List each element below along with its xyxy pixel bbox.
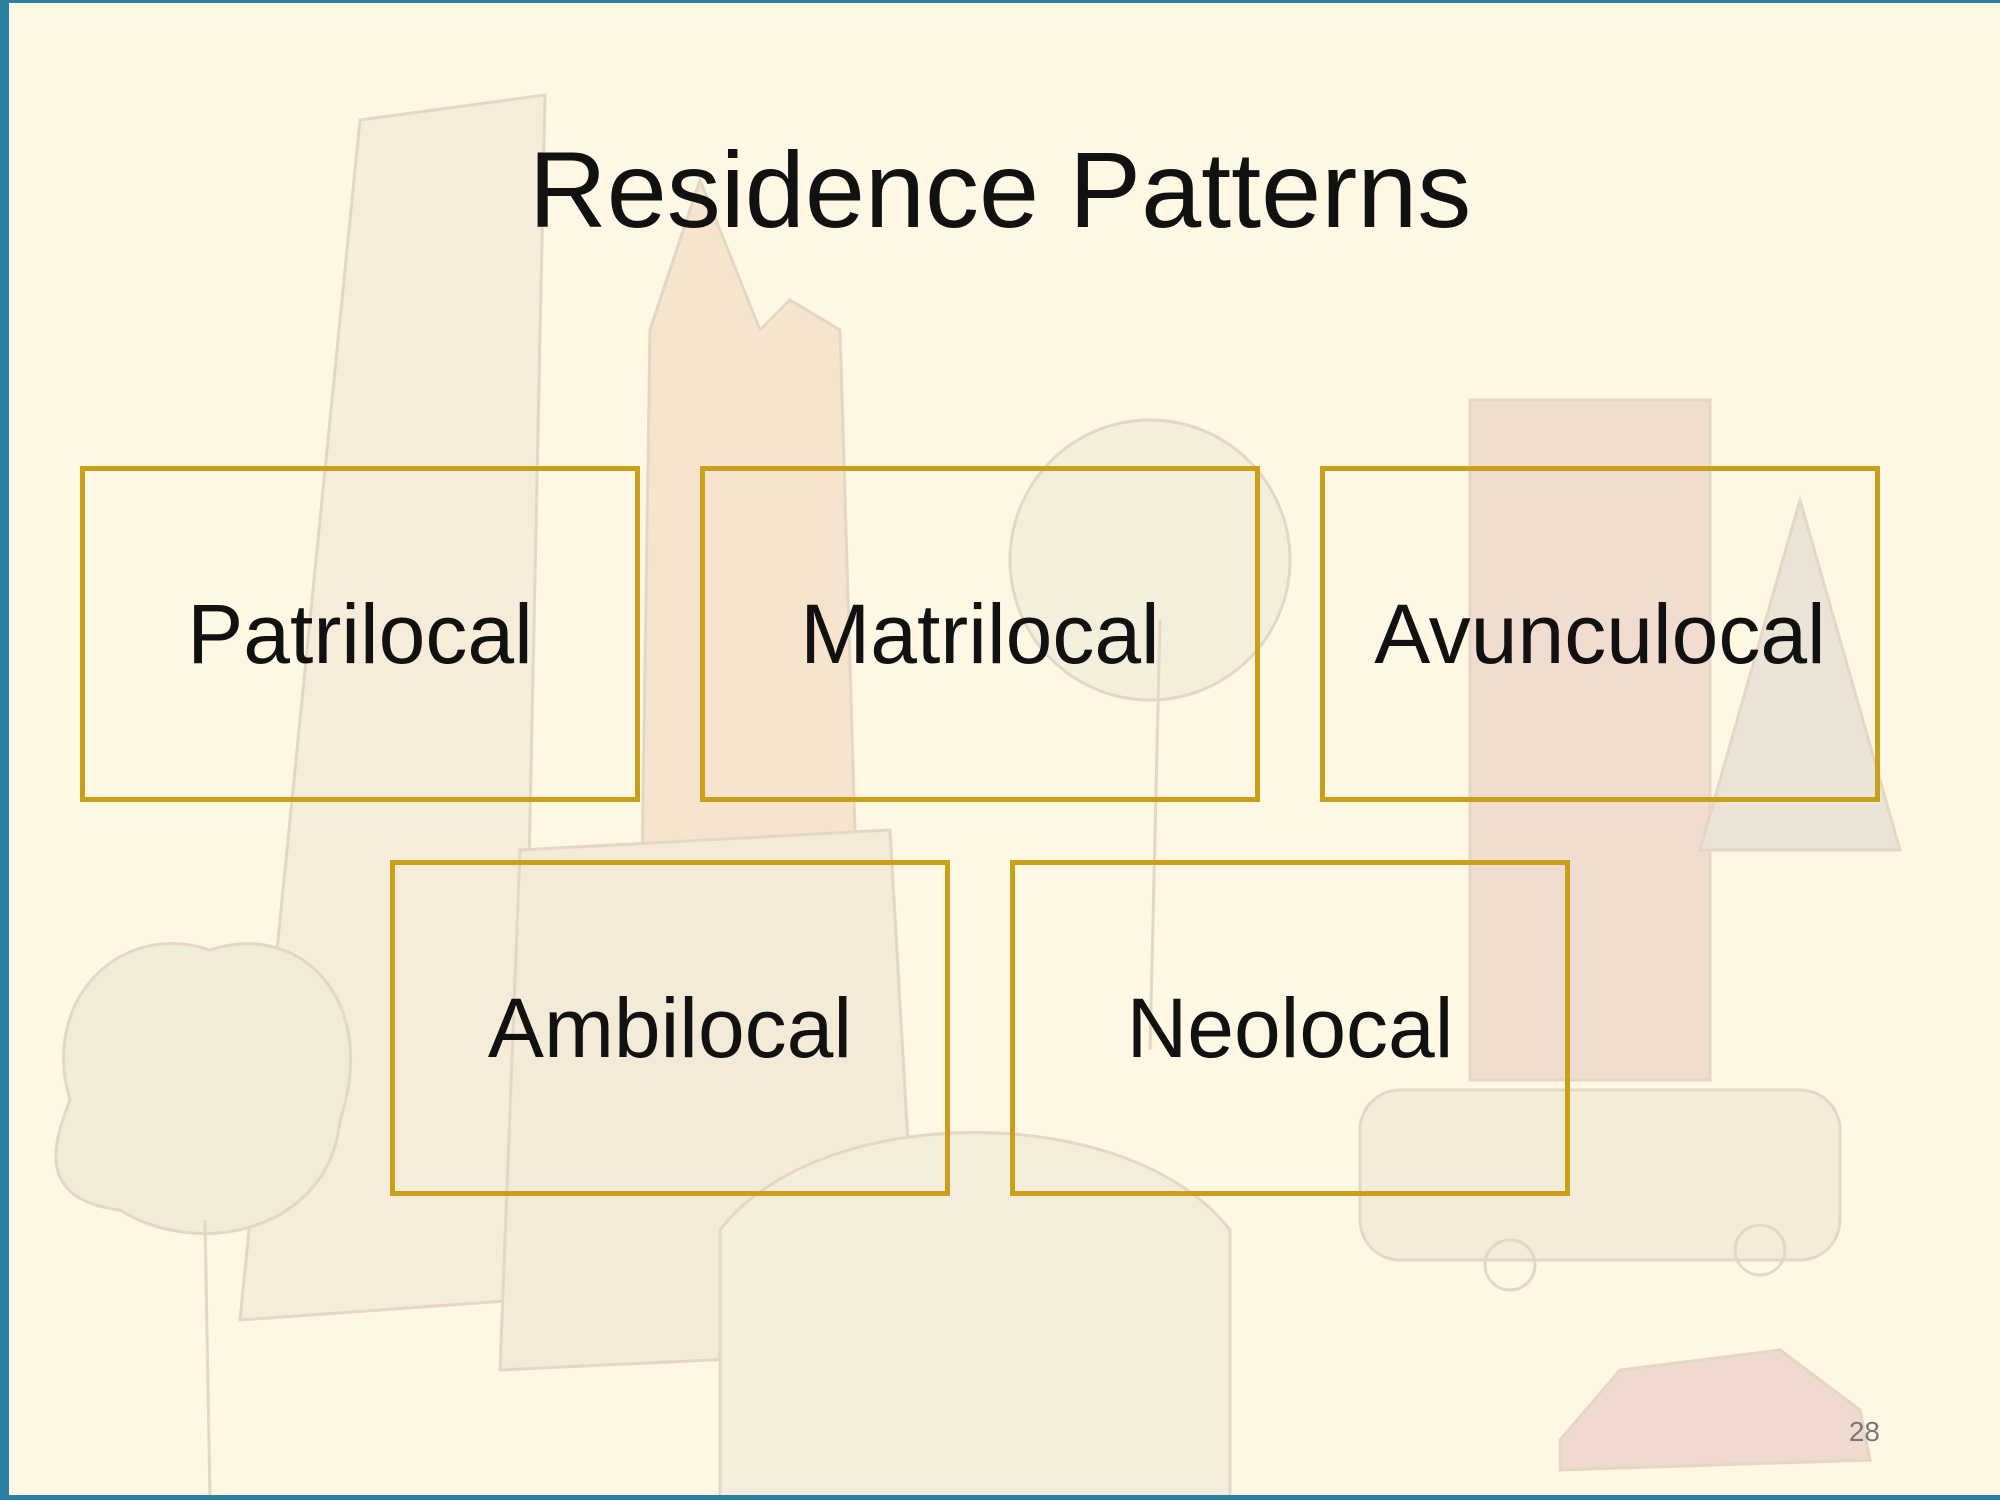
box-label: Avunculocal xyxy=(1374,586,1826,681)
box-label: Patrilocal xyxy=(187,586,533,681)
box-avunculocal: Avunculocal xyxy=(1320,466,1880,802)
slide-frame-top xyxy=(0,0,2000,3)
page-number: 28 xyxy=(1848,1416,1880,1447)
box-label: Neolocal xyxy=(1126,980,1454,1075)
box-patrilocal: Patrilocal xyxy=(80,466,640,802)
slide-frame-left xyxy=(0,0,9,1500)
box-matrilocal: Matrilocal xyxy=(700,466,1260,802)
box-label: Ambilocal xyxy=(487,980,853,1075)
slide-frame-bottom xyxy=(0,1495,2000,1500)
box-neolocal: Neolocal xyxy=(1010,860,1570,1196)
box-label: Matrilocal xyxy=(800,586,1160,681)
box-ambilocal: Ambilocal xyxy=(390,860,950,1196)
slide-title: Residence Patterns xyxy=(528,129,1472,250)
